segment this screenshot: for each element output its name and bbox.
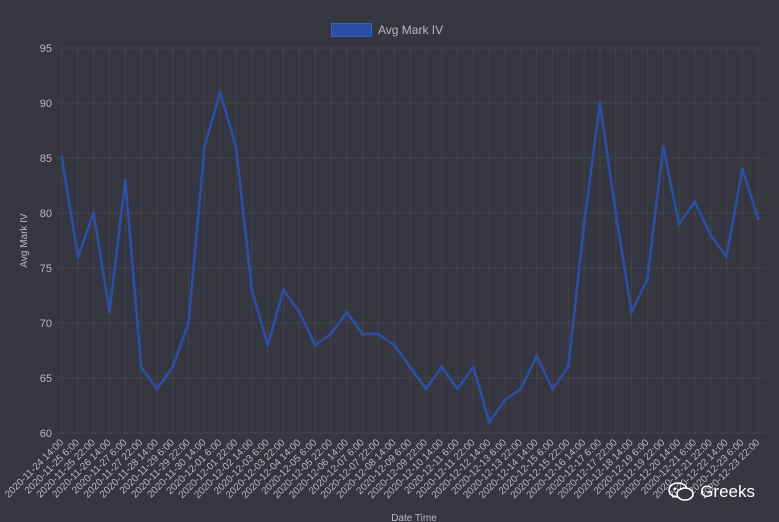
data-point [361, 332, 365, 336]
wechat-icon [668, 482, 695, 501]
y-tick-label: 65 [40, 373, 52, 385]
y-axis-label: Avg Mark IV [19, 213, 30, 268]
data-point [440, 365, 444, 369]
data-point [60, 156, 64, 160]
legend[interactable]: Avg Mark IV [331, 23, 443, 37]
y-tick-label: 90 [40, 98, 52, 110]
y-tick-label: 75 [40, 263, 52, 275]
data-point [724, 255, 729, 259]
data-point [392, 343, 396, 347]
data-point [455, 387, 460, 391]
data-point [313, 343, 317, 347]
data-point [693, 200, 697, 204]
data-point [123, 178, 127, 182]
data-point [218, 90, 222, 94]
data-point [471, 365, 475, 369]
data-point [740, 167, 744, 171]
data-point [487, 420, 491, 424]
y-tick-label: 80 [40, 208, 52, 220]
legend-swatch [331, 23, 372, 37]
legend-label: Avg Mark IV [378, 23, 444, 37]
data-point [266, 343, 270, 347]
data-point [629, 310, 634, 314]
data-point [503, 398, 507, 402]
y-tick-label: 85 [40, 153, 52, 165]
data-point [234, 145, 238, 149]
data-point [645, 277, 649, 281]
data-point [186, 321, 191, 325]
data-point [92, 211, 96, 215]
data-point [566, 365, 570, 369]
data-point [281, 288, 286, 292]
data-point [202, 145, 206, 149]
data-point [107, 310, 112, 314]
watermark-text: Greeks [700, 482, 755, 501]
watermark: Greeks [668, 482, 755, 502]
data-point [598, 101, 602, 105]
data-point [677, 222, 681, 226]
y-tick-label: 60 [40, 428, 52, 440]
data-point [550, 387, 555, 391]
data-point [535, 354, 539, 358]
data-point [582, 222, 586, 226]
data-point [76, 255, 80, 259]
data-point [345, 310, 349, 314]
data-point [376, 332, 381, 336]
data-point [329, 332, 333, 336]
data-point [408, 365, 412, 369]
data-point [614, 211, 618, 215]
data-point [519, 387, 523, 391]
data-point [756, 216, 760, 221]
data-point [250, 288, 254, 292]
data-point [661, 145, 665, 149]
data-point [424, 387, 428, 391]
x-axis-label: Date Time [391, 513, 437, 522]
data-point [171, 365, 175, 369]
y-tick-label: 95 [40, 43, 52, 55]
y-tick-label: 70 [40, 318, 52, 330]
data-point [297, 310, 301, 314]
data-point [709, 233, 713, 237]
data-point [139, 365, 143, 369]
data-point [155, 387, 159, 391]
